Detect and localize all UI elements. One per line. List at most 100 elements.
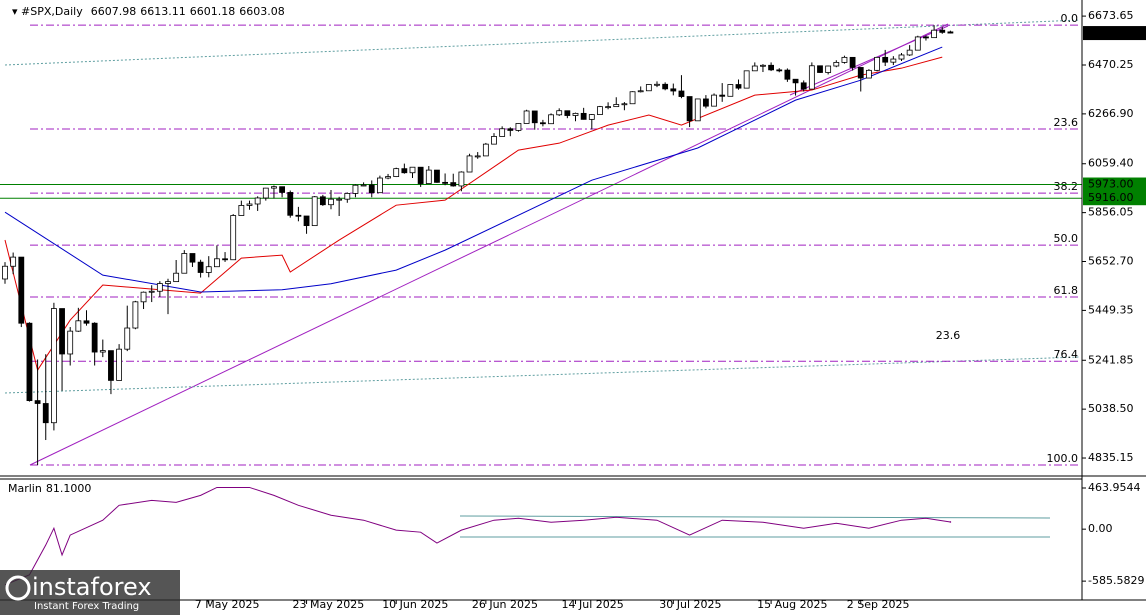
- level-label: 5973.00: [1088, 178, 1134, 191]
- candle-body: [108, 350, 114, 381]
- candle-body: [279, 186, 286, 193]
- candle-body: [751, 65, 758, 72]
- candle-body: [26, 322, 33, 402]
- fib-label: 100.0: [1047, 452, 1079, 465]
- watermark-icon: [5, 575, 31, 601]
- candle-body: [629, 91, 636, 105]
- candle-body: [939, 29, 946, 33]
- candle-body: [83, 320, 90, 324]
- candle-body: [238, 205, 245, 216]
- candle-body: [743, 70, 750, 89]
- plot-area: 0.0 23.6 38.2 50.0 61.8 76.4 100.0 23.6: [0, 12, 1082, 586]
- candle-body: [857, 67, 864, 79]
- level-label: 5916.00: [1088, 191, 1134, 204]
- trend-line: [789, 25, 949, 96]
- candle-body: [67, 330, 74, 355]
- y-tick-label: -585.5829: [1088, 574, 1144, 587]
- candle-body: [686, 96, 693, 122]
- fib-label: 50.0: [1054, 232, 1079, 245]
- candle-body: [2, 265, 8, 280]
- candle-body: [540, 122, 546, 125]
- candle-body: [621, 103, 628, 106]
- candle-body: [808, 65, 815, 90]
- x-tick-label: 30 Jul 2025: [659, 598, 721, 611]
- candle-body: [222, 258, 228, 261]
- candle-body: [784, 69, 791, 80]
- candle-body: [205, 266, 212, 273]
- candle-body: [51, 308, 57, 424]
- candle-body: [849, 56, 856, 68]
- candle-body: [156, 283, 163, 292]
- level-label-bg: [1083, 177, 1146, 192]
- candle-body: [768, 64, 774, 71]
- candle-body: [556, 110, 563, 116]
- candle-body: [140, 291, 147, 303]
- candle-body: [947, 31, 954, 34]
- candle-body: [923, 36, 929, 39]
- candle-body: [376, 177, 383, 194]
- channel-line: [4, 19, 1081, 66]
- candle-body: [694, 98, 701, 122]
- candle-body: [173, 272, 180, 283]
- y-tick-label: 6266.90: [1088, 107, 1134, 120]
- candle-body: [116, 348, 122, 381]
- candle-body: [548, 114, 554, 125]
- y-tick-label: 4835.15: [1088, 451, 1134, 464]
- candle-body: [213, 258, 220, 268]
- candle-body: [572, 112, 579, 116]
- candle-body: [776, 69, 783, 72]
- candle-body: [246, 203, 253, 206]
- candle-body: [703, 98, 709, 107]
- candle-body: [711, 94, 717, 107]
- candle-body: [507, 128, 514, 131]
- candle-body: [311, 196, 318, 227]
- y-tick-label: 6470.25: [1088, 58, 1134, 71]
- candle-body: [792, 78, 799, 84]
- y-tick-label: 6059.40: [1088, 157, 1134, 170]
- candle-body: [645, 84, 652, 92]
- candle-body: [719, 94, 726, 97]
- candle-body: [148, 290, 155, 293]
- candle-body: [262, 187, 269, 199]
- candle-body: [165, 281, 171, 284]
- fib-label: 76.4: [1054, 348, 1079, 361]
- candle-body: [59, 308, 65, 355]
- candle-body: [417, 166, 424, 184]
- candle-body: [678, 90, 685, 97]
- indicator-name: Marlin: [8, 482, 42, 495]
- candle-body: [499, 128, 506, 137]
- annotation: 23.6: [936, 329, 961, 342]
- watermark-tagline: Instant Forex Trading: [34, 601, 139, 612]
- candle-body: [866, 69, 872, 79]
- candle-body: [914, 36, 921, 51]
- fib-label: 23.6: [1054, 116, 1079, 129]
- x-tick-label: 2 Sep 2025: [847, 598, 910, 611]
- fib-label: 0.0: [1061, 12, 1079, 25]
- candle-body: [825, 65, 832, 73]
- candle-body: [271, 186, 277, 189]
- candle-body: [898, 54, 905, 60]
- candle-body: [230, 215, 237, 261]
- candle-body: [458, 171, 465, 187]
- candle-body: [344, 193, 351, 200]
- candle-body: [401, 168, 408, 174]
- candle-body: [336, 198, 343, 201]
- low-value: 6601.18: [190, 5, 236, 18]
- indicator-title: Marlin 81.1000: [8, 482, 91, 495]
- candle-body: [124, 327, 131, 350]
- watermark: instaforex Instant Forex Trading: [0, 570, 180, 615]
- watermark-brand: instaforex: [32, 573, 152, 601]
- candle-body: [181, 253, 188, 274]
- candle-body: [637, 90, 644, 93]
- candle-body: [482, 143, 489, 157]
- candle-body: [531, 110, 538, 124]
- candle-body: [352, 184, 359, 194]
- candle-body: [817, 65, 823, 73]
- high-value: 6613.11: [140, 5, 186, 18]
- candle-body: [132, 301, 139, 329]
- candle-body: [800, 82, 807, 90]
- fib-label: 38.2: [1054, 180, 1079, 193]
- moving-average: [4, 46, 943, 293]
